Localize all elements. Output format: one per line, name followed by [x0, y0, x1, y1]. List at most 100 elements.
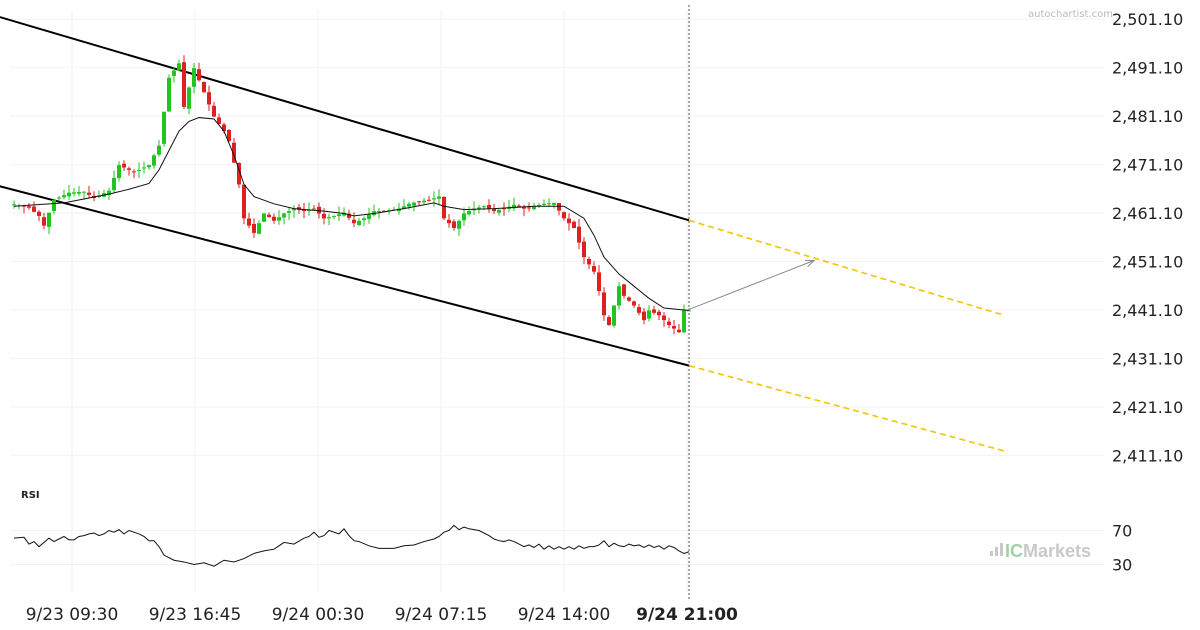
- candle-down: [557, 203, 561, 211]
- candle-down: [587, 258, 591, 265]
- candle-up: [367, 214, 371, 220]
- candle-up: [437, 196, 441, 199]
- candle-down: [202, 82, 206, 93]
- candle-down: [212, 105, 216, 117]
- candle-up: [147, 165, 151, 168]
- candle-down: [382, 210, 386, 212]
- candle-down: [242, 184, 246, 219]
- price-tick-label: 2,411.10: [1112, 446, 1183, 465]
- price-tick-label: 2,461.10: [1112, 204, 1183, 223]
- candle-down: [627, 297, 631, 301]
- candle-up: [612, 305, 616, 326]
- candle-down: [452, 221, 456, 229]
- candle-up: [547, 203, 551, 205]
- candle-up: [137, 169, 141, 171]
- channel-projections: [688, 219, 1005, 452]
- candle-down: [597, 272, 601, 292]
- candle-down: [297, 207, 301, 210]
- candle-up: [617, 286, 621, 306]
- time-tick-label: 9/24 21:00: [636, 605, 738, 625]
- candle-down: [642, 311, 646, 321]
- candle-up: [477, 207, 481, 210]
- candle-down: [182, 62, 186, 107]
- candle-down: [447, 219, 451, 224]
- candle-down: [122, 163, 126, 168]
- candle-up: [482, 206, 486, 208]
- rsi-tick-label: 30: [1112, 556, 1132, 575]
- candle-up: [332, 215, 336, 217]
- candle-up: [337, 214, 341, 217]
- candle-down: [567, 218, 571, 224]
- forecast-arrow-head: [804, 259, 816, 268]
- price-tick-label: 2,481.10: [1112, 107, 1183, 126]
- candle-up: [142, 167, 146, 169]
- price-tick-label: 2,431.10: [1112, 349, 1183, 368]
- candle-up: [497, 209, 501, 213]
- candle-up: [537, 205, 541, 207]
- candle-down: [237, 163, 241, 185]
- time-tick-label: 9/23 09:30: [26, 605, 119, 625]
- candle-down: [577, 226, 581, 243]
- candle-up: [327, 217, 331, 219]
- candle-up: [377, 211, 381, 213]
- brand-logo: ICMarkets: [990, 541, 1091, 561]
- candle-up: [162, 111, 166, 144]
- candle-up: [177, 63, 181, 71]
- candle-down: [522, 207, 526, 209]
- candle-up: [52, 199, 56, 211]
- price-tick-label: 2,441.10: [1112, 301, 1183, 320]
- candle-down: [492, 208, 496, 212]
- candle-down: [347, 213, 351, 218]
- candle-up: [77, 192, 81, 194]
- price-tick-label: 2,501.10: [1112, 10, 1183, 29]
- candle-down: [572, 221, 576, 229]
- lower-channel-line: [0, 185, 690, 367]
- candle-down: [657, 311, 661, 316]
- brand-ic: IC: [1005, 541, 1023, 561]
- candle-down: [127, 168, 131, 170]
- candle-down: [677, 329, 681, 333]
- candle-up: [402, 206, 406, 209]
- candle-up: [187, 87, 191, 109]
- time-tick-label: 9/23 16:45: [149, 605, 242, 625]
- candle-up: [407, 203, 411, 207]
- candle-up: [117, 165, 121, 179]
- forecast-arrow: [688, 259, 816, 310]
- candle-up: [342, 212, 346, 216]
- candle-down: [232, 142, 236, 163]
- candle-down: [207, 92, 211, 105]
- candle-down: [632, 301, 636, 306]
- candle-down: [652, 309, 656, 313]
- candle-up: [67, 192, 71, 197]
- candle-up: [112, 177, 116, 191]
- candle-down: [272, 216, 276, 221]
- forecast-arrow-line: [688, 260, 815, 310]
- candlesticks: [12, 55, 691, 334]
- price-tick-label: 2,421.10: [1112, 398, 1183, 417]
- candle-up: [72, 192, 76, 194]
- rsi-label: RSI: [21, 490, 40, 501]
- candle-up: [647, 310, 651, 319]
- candle-up: [82, 191, 86, 193]
- lower-projection-line: [688, 364, 1005, 452]
- watermark: autochartist.com: [1028, 9, 1113, 20]
- candle-up: [152, 155, 156, 166]
- candle-up: [682, 310, 686, 333]
- brand-bar-icon: [990, 551, 993, 556]
- candle-up: [57, 197, 61, 199]
- candle-down: [602, 292, 606, 316]
- price-tick-label: 2,491.10: [1112, 59, 1183, 78]
- candle-up: [262, 213, 266, 222]
- candle-down: [637, 307, 641, 313]
- candle-up: [277, 217, 281, 221]
- candle-down: [352, 219, 356, 224]
- candle-up: [292, 208, 296, 211]
- brand-markets: Markets: [1023, 541, 1091, 561]
- moving-average-line: [13, 117, 690, 311]
- candle-up: [357, 220, 361, 225]
- candle-down: [312, 208, 316, 210]
- candle-down: [322, 213, 326, 219]
- candle-up: [432, 198, 436, 200]
- candle-down: [582, 241, 586, 258]
- candle-up: [467, 211, 471, 215]
